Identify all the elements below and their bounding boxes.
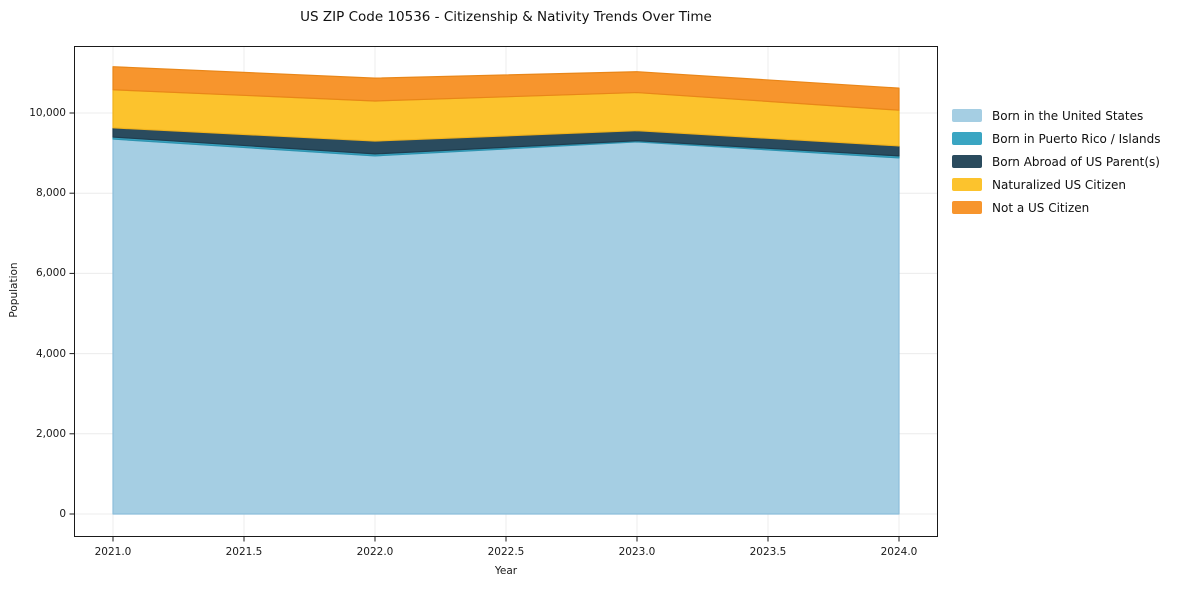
legend-item: Not a US Citizen <box>952 196 1161 219</box>
y-tick-label: 4,000 <box>35 347 66 360</box>
legend-label: Naturalized US Citizen <box>992 177 1126 192</box>
legend-item: Born in Puerto Rico / Islands <box>952 127 1161 150</box>
x-tick-label: 2023.5 <box>749 546 787 558</box>
legend-item: Born Abroad of US Parent(s) <box>952 150 1161 173</box>
legend-label: Born in the United States <box>992 108 1144 123</box>
legend-label: Born Abroad of US Parent(s) <box>992 154 1160 169</box>
y-tick-label: 0 <box>59 508 66 520</box>
y-tick-label: 8,000 <box>35 187 66 200</box>
x-tick-label: 2021.5 <box>225 546 263 558</box>
y-tick-label: 2,000 <box>35 427 66 440</box>
legend-label: Born in Puerto Rico / Islands <box>992 131 1161 146</box>
legend-item: Naturalized US Citizen <box>952 173 1161 196</box>
y-axis-label: Population <box>8 262 20 318</box>
legend-swatch <box>952 201 982 214</box>
plot-frame <box>74 46 938 537</box>
legend-label: Not a US Citizen <box>992 200 1090 215</box>
legend-swatch <box>952 178 982 191</box>
legend-item: Born in the United States <box>952 104 1161 127</box>
stacked-area-chart <box>69 46 938 542</box>
x-tick-label: 2022.5 <box>487 546 525 558</box>
legend-swatch <box>952 155 982 168</box>
area-layer <box>112 66 900 111</box>
legend-swatch <box>952 109 982 122</box>
x-tick-label: 2024.0 <box>880 546 918 558</box>
legend-swatch <box>952 132 982 145</box>
x-tick-label: 2023.0 <box>618 546 656 558</box>
x-tick-label: 2021.0 <box>94 546 132 558</box>
y-tick-label: 6,000 <box>35 267 66 280</box>
legend: Born in the United States Born in Puerto … <box>952 104 1161 219</box>
x-tick-label: 2022.0 <box>356 546 394 558</box>
chart-title: US ZIP Code 10536 - Citizenship & Nativi… <box>300 9 712 25</box>
area-layer <box>112 138 900 515</box>
x-axis-label: Year <box>494 565 518 577</box>
y-tick-label: 10,000 <box>29 107 66 119</box>
